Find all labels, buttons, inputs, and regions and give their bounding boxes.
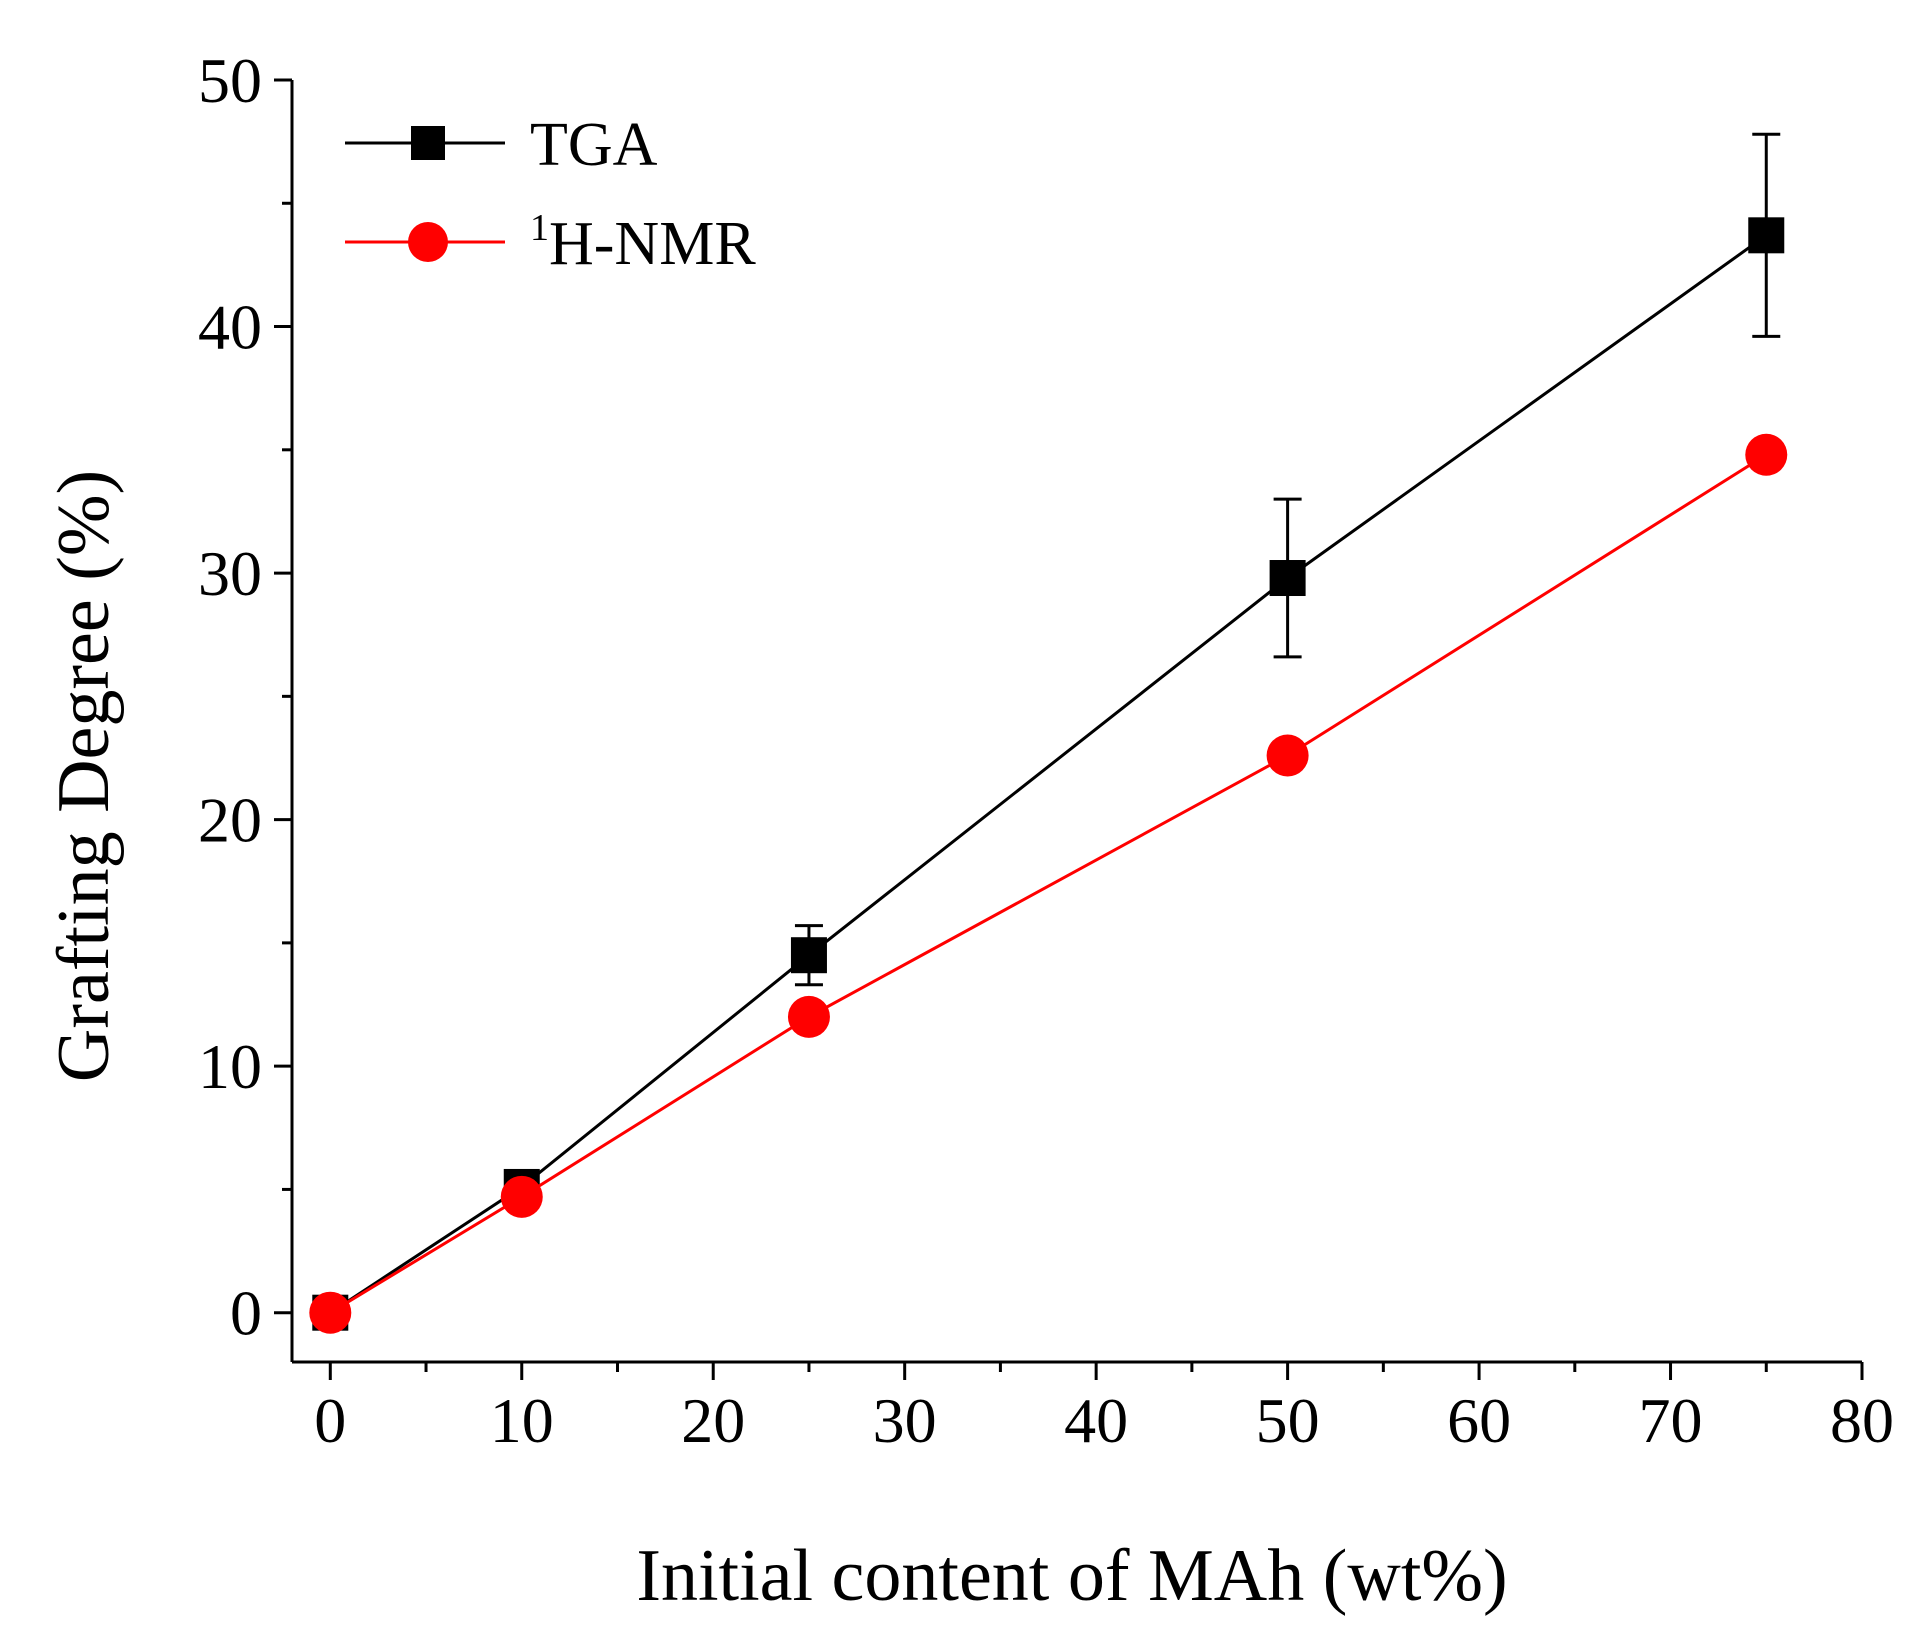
x-tick-label: 60 xyxy=(1447,1385,1511,1456)
legend-label-tga-main: TGA xyxy=(530,111,658,179)
x-tick-label: 20 xyxy=(681,1385,745,1456)
legend-marker-square xyxy=(411,126,445,160)
series-tga xyxy=(312,132,1785,1331)
x-tick-label: 0 xyxy=(314,1385,346,1456)
data-point-tga xyxy=(790,937,827,974)
y-tick-label: 40 xyxy=(198,292,262,363)
y-tick-label: 50 xyxy=(198,45,262,116)
legend-item-tga: TGA xyxy=(345,111,658,179)
legend-label-nmr: 1H-NMR xyxy=(530,207,756,278)
data-point-nmr xyxy=(309,1291,352,1334)
data-point-tga xyxy=(1269,560,1306,597)
data-point-nmr xyxy=(1745,433,1788,476)
x-tick-label: 50 xyxy=(1256,1385,1320,1456)
x-tick-label: 30 xyxy=(873,1385,937,1456)
legend: TGA 1H-NMR xyxy=(345,111,756,278)
data-point-nmr xyxy=(787,995,830,1038)
x-tick-label: 40 xyxy=(1064,1385,1128,1456)
legend-label-tga: TGA xyxy=(530,111,658,179)
data-point-nmr xyxy=(1266,734,1309,777)
x-tick-label: 10 xyxy=(490,1385,554,1456)
y-tick-label: 30 xyxy=(198,538,262,609)
x-axis-title: Initial content of MAh (wt%) xyxy=(636,1535,1507,1617)
series-line-nmr xyxy=(329,453,1768,1314)
x-tick-label: 70 xyxy=(1639,1385,1703,1456)
legend-marker-circle xyxy=(408,222,448,262)
y-tick-label: 20 xyxy=(198,785,262,856)
legend-item-nmr: 1H-NMR xyxy=(345,207,756,278)
series-layer xyxy=(309,132,1788,1334)
y-axis-title: Grafting Degree (%) xyxy=(43,470,125,1082)
y-tick-label: 0 xyxy=(230,1278,262,1349)
legend-label-nmr-sup: 1 xyxy=(530,207,549,249)
x-tick-label: 80 xyxy=(1830,1385,1894,1456)
data-point-tga xyxy=(1748,217,1785,254)
legend-label-nmr-main: H-NMR xyxy=(549,210,756,278)
axes: 0 10 20 30 40 50 60 70 80 0 10 20 30 40 50 xyxy=(198,45,1894,1456)
y-tick-label: 10 xyxy=(198,1031,262,1102)
series-line-tga xyxy=(329,234,1768,1314)
data-point-nmr xyxy=(500,1175,543,1218)
series-nmr xyxy=(309,433,1788,1334)
